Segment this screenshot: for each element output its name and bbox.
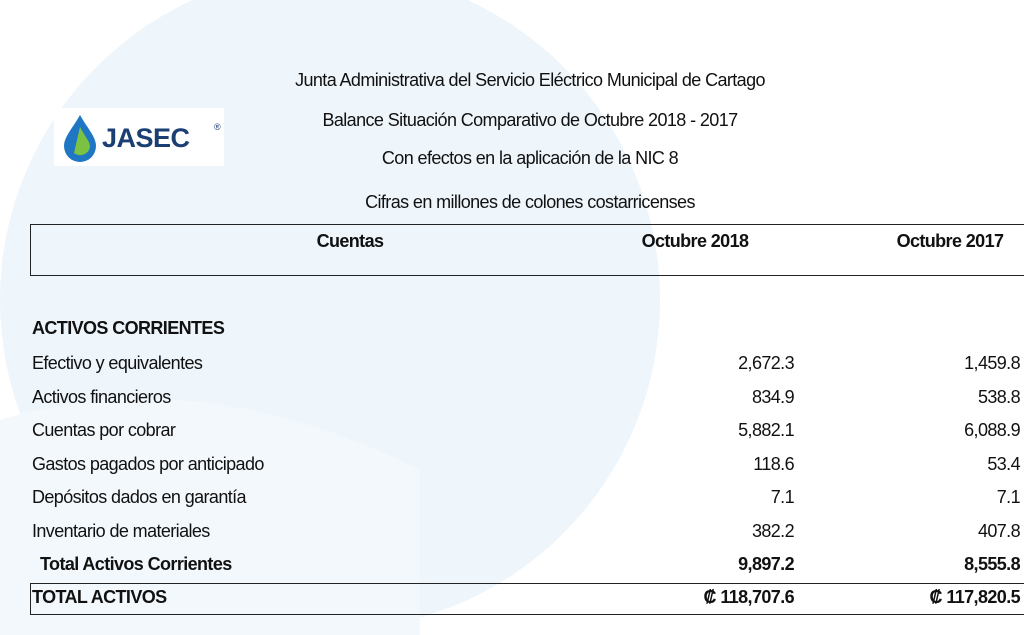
row-value: 5,882.1 — [738, 420, 794, 440]
column-header: Cuentas — [316, 231, 384, 251]
row-label: Inventario de materiales — [32, 520, 210, 541]
row-label: Efectivo y equivalentes — [32, 353, 203, 373]
logo-mark: ® — [214, 122, 221, 132]
row-value: 382.2 — [751, 520, 795, 541]
row-label: Cuentas por cobrar — [32, 420, 176, 440]
header-line: Balance Situación Comparativo de Octubre… — [322, 110, 738, 130]
row-value: 1,459.8 — [964, 353, 1020, 373]
header-line: Con efectos en la aplicación de la NIC 8 — [381, 148, 679, 168]
bg-wave — [0, 398, 420, 635]
column-header: Octubre 2017 — [896, 231, 1004, 251]
total-row-value: 8,555.8 — [964, 554, 1020, 574]
row-label: Gastos pagados por anticipado — [32, 453, 264, 474]
row-value: 834.9 — [751, 386, 795, 407]
total-row-value: 9,897.2 — [738, 554, 794, 574]
row-value: 118.6 — [753, 453, 794, 474]
row-value: 6,088.9 — [964, 420, 1020, 440]
total-row-label: Total Activos Corrientes — [40, 554, 232, 574]
section-title: ACTIVOS CORRIENTES — [32, 318, 225, 338]
row-label: Depósitos dados en garantía — [32, 487, 247, 507]
row-value: 53.4 — [987, 453, 1020, 474]
grand-total-row-value: ₡ 117,820.5 — [929, 587, 1021, 607]
header-line: Junta Administrativa del Servicio Eléctr… — [295, 70, 765, 90]
row-value: 7.1 — [770, 487, 795, 507]
column-header: Octubre 2018 — [641, 231, 749, 251]
header-box — [30, 224, 1024, 276]
row-label: Activos financieros — [32, 386, 171, 407]
row-value: 538.8 — [977, 386, 1021, 407]
total-box — [30, 583, 1024, 615]
grand-total-row-value: ₡ 118,707.6 — [703, 587, 795, 607]
logo-text: JASEC — [102, 123, 190, 153]
row-value: 2,672.3 — [738, 353, 794, 373]
grand-total-row-label: TOTAL ACTIVOS — [32, 587, 167, 607]
logo-drop — [64, 115, 96, 162]
header-line: Cifras en millones de colones costarrice… — [365, 192, 695, 212]
logo: JASEC ® — [54, 108, 224, 166]
row-value: 407.8 — [977, 520, 1021, 541]
row-value: 7.1 — [996, 487, 1021, 507]
